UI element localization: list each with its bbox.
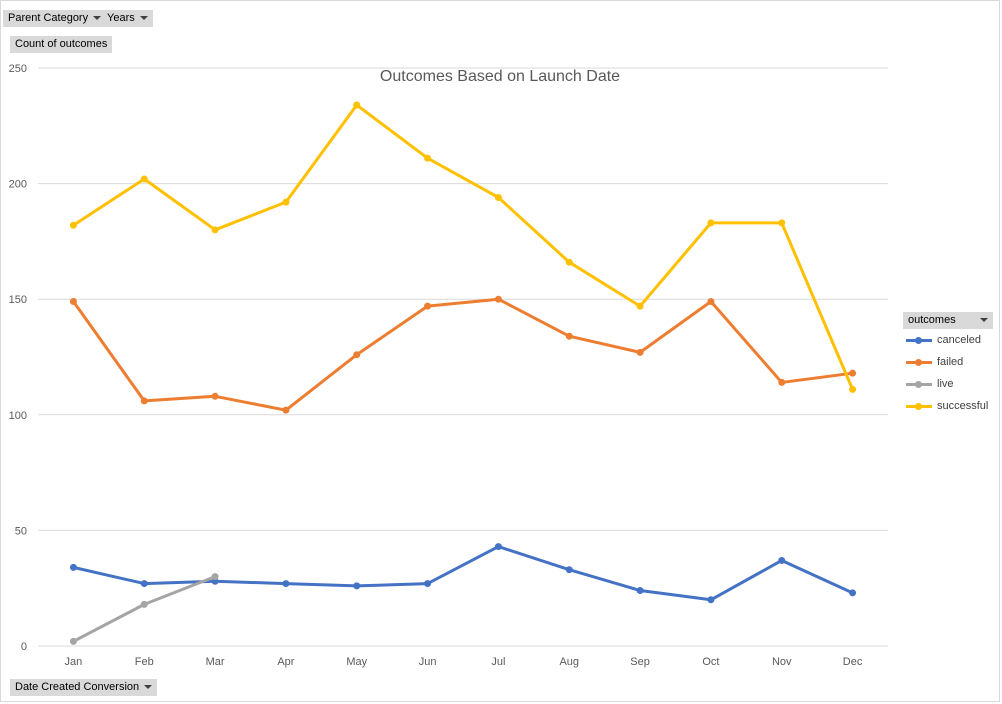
parent-category-filter-label: Parent Category xyxy=(8,12,89,24)
data-point-failed[interactable] xyxy=(211,392,219,400)
x-tick-label: Feb xyxy=(135,656,154,668)
data-point-successful[interactable] xyxy=(140,175,148,183)
years-filter-label: Years xyxy=(107,12,135,24)
axis-field-button[interactable]: Date Created Conversion xyxy=(10,679,158,696)
data-point-successful[interactable] xyxy=(494,193,502,201)
y-tick-label: 50 xyxy=(15,525,27,537)
y-tick-label: 250 xyxy=(9,63,27,75)
data-point-canceled[interactable] xyxy=(424,580,432,588)
x-tick-label: Jan xyxy=(65,656,83,668)
data-point-canceled[interactable] xyxy=(140,580,148,588)
series-successful xyxy=(69,101,857,393)
data-point-successful[interactable] xyxy=(424,154,432,162)
values-field-label: Count of outcomes xyxy=(15,38,108,50)
x-axis-ticks: Jan Feb Mar Apr May Jun Jul Aug Sep Oct Nov Dec xyxy=(65,656,863,668)
chart-title: Outcomes Based on Launch Date xyxy=(380,68,620,85)
series-line-canceled xyxy=(71,545,855,602)
data-point-failed[interactable] xyxy=(282,406,290,414)
x-tick-label: Aug xyxy=(559,656,579,668)
legend-label: live xyxy=(937,378,954,390)
series-line-successful xyxy=(71,103,855,391)
chevron-down-icon xyxy=(93,16,102,21)
data-point-successful[interactable] xyxy=(282,198,290,206)
x-tick-label: Apr xyxy=(277,656,294,668)
data-point-canceled[interactable] xyxy=(353,582,361,590)
years-filter-button[interactable]: Years xyxy=(102,10,153,27)
y-tick-label: 100 xyxy=(9,410,27,422)
data-point-canceled[interactable] xyxy=(565,566,573,574)
data-point-failed[interactable] xyxy=(636,348,644,356)
axis-field-label: Date Created Conversion xyxy=(15,681,140,693)
x-tick-label: Mar xyxy=(206,656,225,668)
data-point-failed[interactable] xyxy=(353,351,361,359)
legend-marker xyxy=(915,381,922,388)
series-live xyxy=(69,573,219,645)
data-point-successful[interactable] xyxy=(778,219,786,227)
legend: outcomes canceled failed live successful xyxy=(903,312,993,417)
x-tick-label: Sep xyxy=(630,656,650,668)
data-point-live[interactable] xyxy=(140,600,148,608)
data-point-failed[interactable] xyxy=(424,302,432,310)
y-tick-label: 200 xyxy=(9,179,27,191)
series-line-failed xyxy=(71,297,855,412)
data-point-canceled[interactable] xyxy=(69,563,77,571)
data-point-successful[interactable] xyxy=(353,101,361,109)
data-point-canceled[interactable] xyxy=(494,543,502,551)
data-point-failed[interactable] xyxy=(494,295,502,303)
x-tick-label: Jul xyxy=(491,656,505,668)
legend-marker xyxy=(915,403,922,410)
x-tick-label: May xyxy=(346,656,367,668)
chevron-down-icon xyxy=(144,685,153,690)
data-point-successful[interactable] xyxy=(849,385,857,393)
data-point-successful[interactable] xyxy=(707,219,715,227)
legend-item-canceled[interactable]: canceled xyxy=(903,329,993,351)
series-failed xyxy=(69,295,857,414)
x-tick-label: Jun xyxy=(419,656,437,668)
data-point-canceled[interactable] xyxy=(636,587,644,595)
legend-item-successful[interactable]: successful xyxy=(903,395,993,417)
data-point-failed[interactable] xyxy=(565,332,573,340)
x-tick-label: Dec xyxy=(843,656,863,668)
data-point-live[interactable] xyxy=(211,573,219,581)
legend-label: failed xyxy=(937,356,964,368)
legend-item-live[interactable]: live xyxy=(903,373,993,395)
data-point-successful[interactable] xyxy=(69,221,77,229)
x-tick-label: Nov xyxy=(772,656,792,668)
legend-items: canceled failed live successful xyxy=(903,329,993,417)
series-canceled xyxy=(69,543,857,604)
x-tick-label: Oct xyxy=(702,656,719,668)
chevron-down-icon xyxy=(139,16,148,21)
legend-filter-button[interactable]: outcomes xyxy=(903,312,993,329)
legend-marker xyxy=(915,359,922,366)
data-point-failed[interactable] xyxy=(140,397,148,405)
data-point-canceled[interactable] xyxy=(707,596,715,604)
series-lines xyxy=(69,101,857,645)
legend-marker xyxy=(915,337,922,344)
data-point-failed[interactable] xyxy=(707,298,715,306)
data-point-live[interactable] xyxy=(69,637,77,645)
legend-label: successful xyxy=(937,400,989,412)
data-point-canceled[interactable] xyxy=(282,580,290,588)
data-point-successful[interactable] xyxy=(565,258,573,266)
data-point-failed[interactable] xyxy=(69,298,77,306)
data-point-failed[interactable] xyxy=(778,378,786,386)
gridlines xyxy=(38,67,888,647)
data-point-successful[interactable] xyxy=(211,226,219,234)
data-point-canceled[interactable] xyxy=(778,556,786,564)
parent-category-filter-button[interactable]: Parent Category xyxy=(3,10,107,27)
legend-label: canceled xyxy=(937,334,982,346)
chevron-down-icon xyxy=(980,318,988,322)
legend-header-label: outcomes xyxy=(908,314,956,326)
data-point-successful[interactable] xyxy=(636,302,644,310)
data-point-canceled[interactable] xyxy=(849,589,857,597)
values-field-button[interactable]: Count of outcomes xyxy=(10,36,113,53)
y-tick-label: 0 xyxy=(21,641,27,653)
y-axis-ticks: 0 50 100 150 200 250 xyxy=(9,63,27,653)
y-tick-label: 150 xyxy=(9,294,27,306)
legend-item-failed[interactable]: failed xyxy=(903,351,993,373)
data-point-failed[interactable] xyxy=(849,369,857,377)
